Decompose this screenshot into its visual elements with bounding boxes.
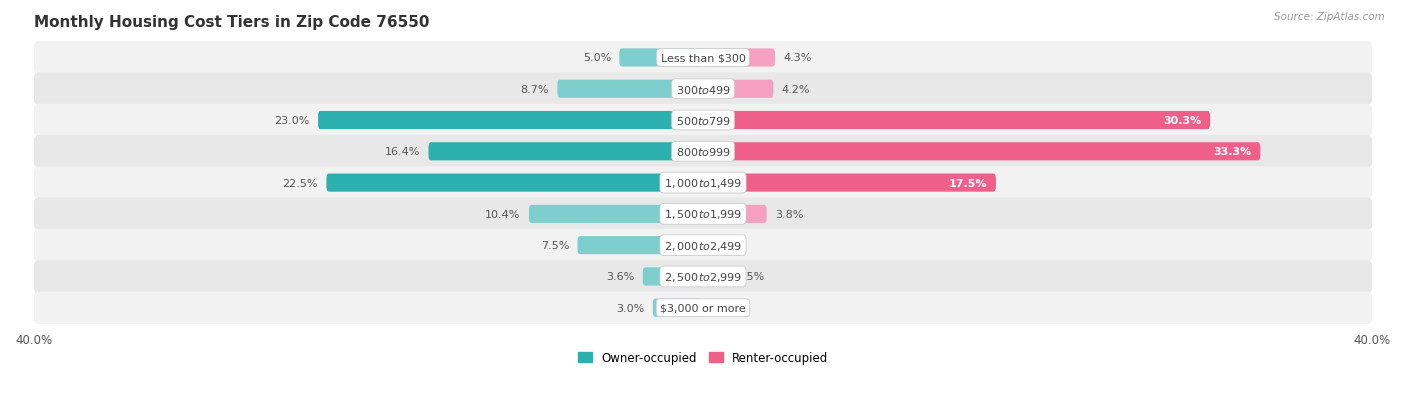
FancyBboxPatch shape <box>703 143 1260 161</box>
Text: Source: ZipAtlas.com: Source: ZipAtlas.com <box>1274 12 1385 22</box>
Text: 30.3%: 30.3% <box>1164 116 1202 126</box>
FancyBboxPatch shape <box>34 42 1372 74</box>
Text: 22.5%: 22.5% <box>283 178 318 188</box>
FancyBboxPatch shape <box>34 292 1372 324</box>
FancyBboxPatch shape <box>703 81 773 99</box>
Text: 3.6%: 3.6% <box>606 272 634 282</box>
FancyBboxPatch shape <box>34 229 1372 262</box>
Text: $800 to $999: $800 to $999 <box>675 146 731 158</box>
FancyBboxPatch shape <box>34 73 1372 106</box>
Text: 17.5%: 17.5% <box>949 178 987 188</box>
FancyBboxPatch shape <box>34 198 1372 230</box>
FancyBboxPatch shape <box>703 268 728 286</box>
FancyBboxPatch shape <box>557 81 703 99</box>
Text: 3.8%: 3.8% <box>775 209 803 219</box>
FancyBboxPatch shape <box>578 237 703 254</box>
Text: $3,000 or more: $3,000 or more <box>661 303 745 313</box>
Text: 23.0%: 23.0% <box>274 116 309 126</box>
Text: Less than $300: Less than $300 <box>661 53 745 63</box>
Text: $300 to $499: $300 to $499 <box>675 83 731 95</box>
Text: $2,500 to $2,999: $2,500 to $2,999 <box>664 270 742 283</box>
Text: 7.5%: 7.5% <box>541 240 569 251</box>
Text: 4.3%: 4.3% <box>783 53 811 63</box>
Text: $1,000 to $1,499: $1,000 to $1,499 <box>664 177 742 190</box>
Text: $1,500 to $1,999: $1,500 to $1,999 <box>664 208 742 221</box>
Text: 1.5%: 1.5% <box>737 272 765 282</box>
FancyBboxPatch shape <box>703 49 775 67</box>
Legend: Owner-occupied, Renter-occupied: Owner-occupied, Renter-occupied <box>572 347 834 369</box>
Text: $2,000 to $2,499: $2,000 to $2,499 <box>664 239 742 252</box>
FancyBboxPatch shape <box>529 205 703 223</box>
FancyBboxPatch shape <box>34 104 1372 137</box>
FancyBboxPatch shape <box>429 143 703 161</box>
Text: 8.7%: 8.7% <box>520 85 548 95</box>
Text: 33.3%: 33.3% <box>1213 147 1251 157</box>
Text: 10.4%: 10.4% <box>485 209 520 219</box>
Text: 0.0%: 0.0% <box>711 240 740 251</box>
Text: 16.4%: 16.4% <box>385 147 420 157</box>
FancyBboxPatch shape <box>643 268 703 286</box>
Text: $500 to $799: $500 to $799 <box>675 115 731 127</box>
Text: 5.0%: 5.0% <box>582 53 612 63</box>
Text: 4.2%: 4.2% <box>782 85 810 95</box>
FancyBboxPatch shape <box>703 205 766 223</box>
FancyBboxPatch shape <box>34 261 1372 293</box>
FancyBboxPatch shape <box>652 299 703 317</box>
FancyBboxPatch shape <box>326 174 703 192</box>
FancyBboxPatch shape <box>318 112 703 130</box>
Text: Monthly Housing Cost Tiers in Zip Code 76550: Monthly Housing Cost Tiers in Zip Code 7… <box>34 15 429 30</box>
FancyBboxPatch shape <box>703 112 1211 130</box>
FancyBboxPatch shape <box>34 136 1372 168</box>
Text: 3.0%: 3.0% <box>616 303 644 313</box>
Text: 0.0%: 0.0% <box>711 303 740 313</box>
FancyBboxPatch shape <box>34 167 1372 199</box>
FancyBboxPatch shape <box>703 174 995 192</box>
FancyBboxPatch shape <box>619 49 703 67</box>
